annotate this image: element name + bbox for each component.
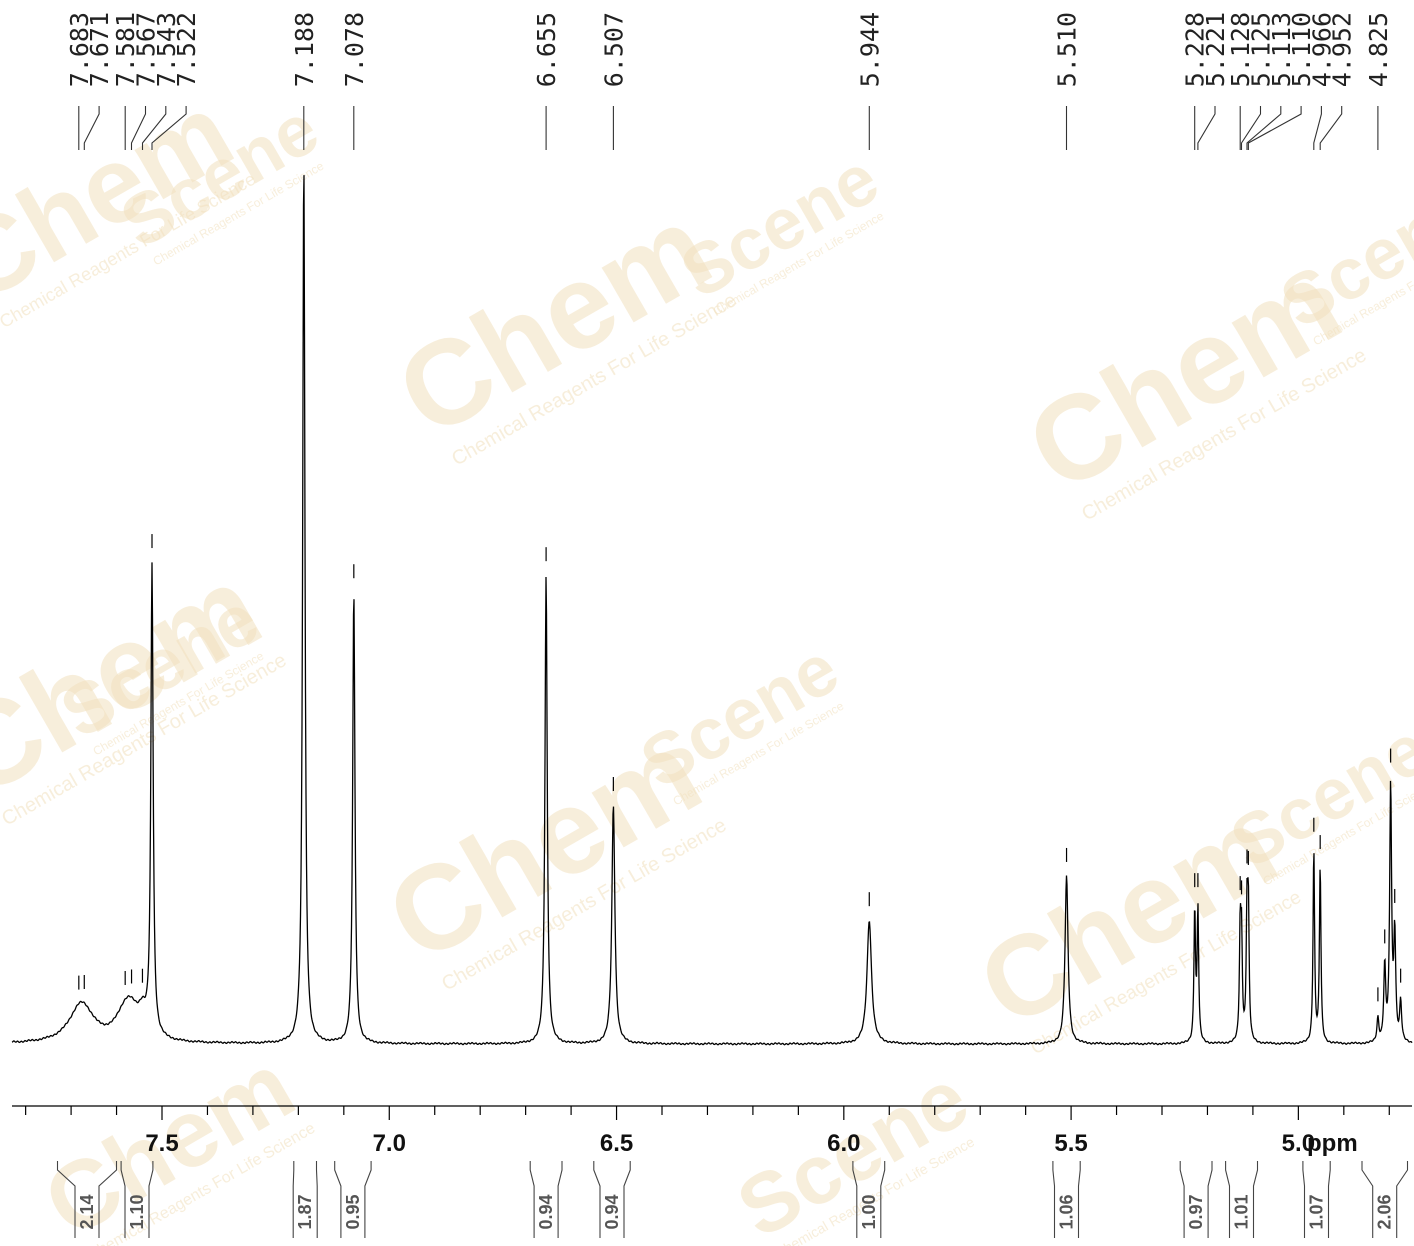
- integral-bracket: [292, 1161, 318, 1238]
- peak-marker-layer: [78, 534, 1402, 1002]
- integral-bracket: [1361, 1161, 1409, 1238]
- peak-label: 7.683: [65, 12, 94, 87]
- peak-leader-line: [1319, 106, 1343, 150]
- x-tick-label: 7.0: [373, 1130, 406, 1157]
- integral-bracket: [120, 1161, 154, 1238]
- peak-leader-line: [1240, 106, 1262, 150]
- peak-label: 5.221: [1201, 12, 1230, 87]
- spectrum-line: [11, 175, 1413, 1046]
- integral-value: 2.14: [77, 1194, 97, 1229]
- peak-label: 4.966: [1307, 12, 1336, 87]
- x-tick-label: 5.5: [1054, 1130, 1087, 1157]
- integral-bracket: [593, 1161, 631, 1238]
- integral-value: 1.87: [295, 1194, 315, 1229]
- x-tick-label: 5.0: [1282, 1130, 1315, 1157]
- x-tick-label: 7.5: [145, 1130, 178, 1157]
- x-tick-label: 6.5: [600, 1130, 633, 1157]
- integral-layer: 2.14 1.10 1.87 0.95 0.94 0.94 1.00 1.06 0.97 1.01…: [56, 1161, 1409, 1238]
- integral-bracket: [529, 1161, 563, 1238]
- peak-leader-line: [1246, 106, 1282, 150]
- integral-value: 0.95: [343, 1194, 363, 1229]
- x-axis: 7.5 7.0 6.5 6.0 5.5 5.0: [12, 1105, 1412, 1157]
- peak-label: 5.113: [1267, 12, 1296, 87]
- peak-leader-line: [141, 106, 167, 150]
- integral-bracket: [1179, 1161, 1213, 1238]
- peak-label: 5.944: [855, 12, 884, 87]
- peak-label: 5.228: [1181, 12, 1210, 87]
- integral-bracket: [334, 1161, 372, 1238]
- integral-value: 1.10: [127, 1194, 147, 1229]
- peak-label: 6.507: [599, 12, 628, 87]
- integral-value: 0.94: [536, 1194, 556, 1229]
- peak-label: 4.952: [1328, 12, 1357, 87]
- peak-label: 7.671: [85, 12, 114, 87]
- peak-label: 6.655: [532, 12, 561, 87]
- peak-leader-line: [1313, 106, 1322, 150]
- peak-leader-line: [130, 106, 147, 150]
- peak-label: 5.510: [1053, 12, 1082, 87]
- integral-bracket: [1052, 1161, 1081, 1238]
- peak-leader-line: [83, 106, 100, 150]
- integral-value: 0.97: [1186, 1194, 1206, 1229]
- peak-label: 7.581: [111, 12, 140, 87]
- peak-label: 4.825: [1364, 12, 1393, 87]
- x-axis-unit-label: ppm: [1307, 1130, 1358, 1157]
- integral-bracket: [1225, 1161, 1259, 1238]
- peak-leader-line: [151, 106, 187, 150]
- peak-leader-line: [1197, 106, 1216, 150]
- peak-label: 7.567: [132, 12, 161, 87]
- integral-value: 1.07: [1307, 1194, 1327, 1229]
- peak-label: 7.522: [172, 12, 201, 87]
- peak-label: 5.128: [1226, 12, 1255, 87]
- peak-leader-line: [1247, 106, 1302, 150]
- peak-label: 7.078: [340, 12, 369, 87]
- x-tick-label: 6.0: [827, 1130, 860, 1157]
- peak-label: 5.125: [1247, 12, 1276, 87]
- integral-value: 1.00: [859, 1194, 879, 1229]
- integral-value: 1.01: [1232, 1194, 1252, 1229]
- integral-value: 0.94: [602, 1194, 622, 1229]
- integral-value: 1.06: [1057, 1194, 1077, 1229]
- integral-bracket: [56, 1161, 118, 1238]
- peak-label: 7.543: [152, 12, 181, 87]
- integral-value: 2.06: [1375, 1194, 1395, 1229]
- integral-bracket: [852, 1161, 886, 1238]
- integral-bracket: [1302, 1161, 1331, 1238]
- peak-label: 7.188: [290, 12, 319, 87]
- peak-label: 5.110: [1287, 12, 1316, 87]
